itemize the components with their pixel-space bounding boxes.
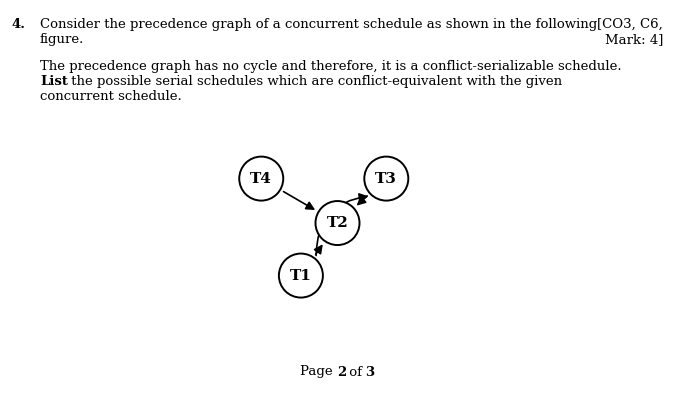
Text: T4: T4 (250, 172, 272, 186)
Text: 3: 3 (365, 366, 374, 378)
Circle shape (279, 254, 323, 298)
Text: List: List (40, 75, 68, 88)
Circle shape (364, 156, 408, 201)
Circle shape (239, 156, 284, 201)
Text: of: of (345, 366, 367, 378)
Text: T3: T3 (375, 172, 397, 186)
Text: concurrent schedule.: concurrent schedule. (40, 90, 182, 103)
Text: Page: Page (300, 366, 337, 378)
Text: 2: 2 (337, 366, 346, 378)
Text: T2: T2 (327, 216, 348, 230)
Circle shape (315, 201, 360, 245)
Text: The precedence graph has no cycle and therefore, it is a conflict-serializable s: The precedence graph has no cycle and th… (40, 60, 622, 73)
Text: T1: T1 (290, 268, 312, 282)
Text: 4.: 4. (12, 18, 26, 31)
Text: figure.: figure. (40, 33, 84, 46)
Text: the possible serial schedules which are conflict-equivalent with the given: the possible serial schedules which are … (67, 75, 562, 88)
Text: Consider the precedence graph of a concurrent schedule as shown in the following: Consider the precedence graph of a concu… (40, 18, 597, 31)
Text: Mark: 4]: Mark: 4] (605, 33, 663, 46)
Text: [CO3, C6,: [CO3, C6, (597, 18, 663, 31)
